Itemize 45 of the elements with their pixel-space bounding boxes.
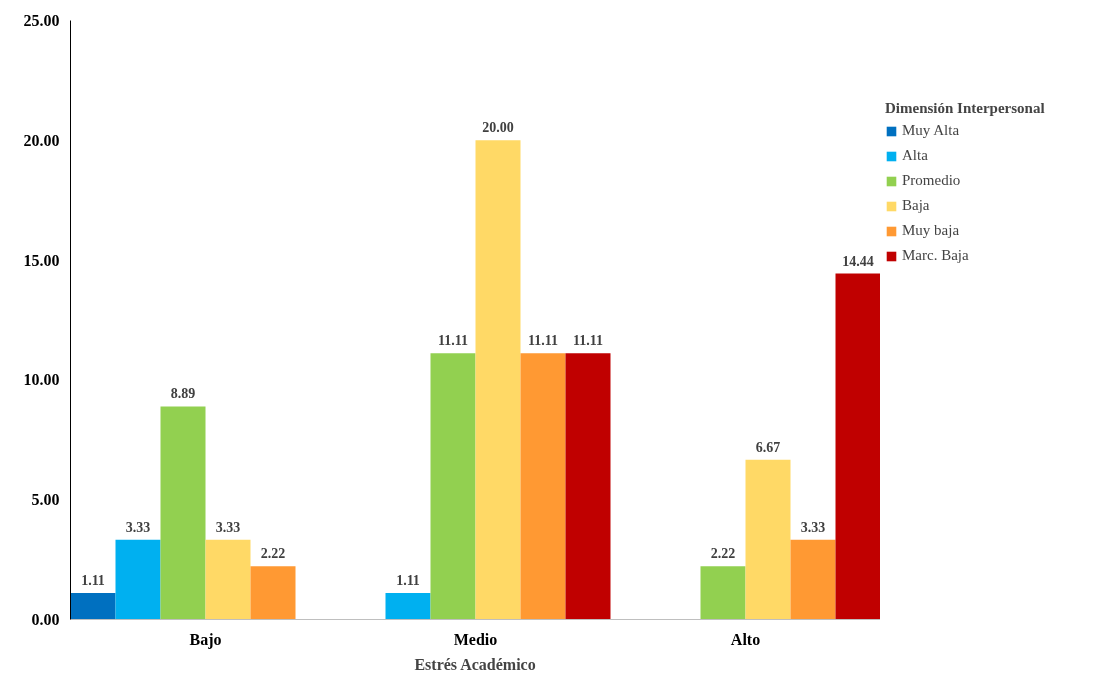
data-label: 3.33 <box>800 519 826 535</box>
data-label: 3.33 <box>215 519 241 535</box>
legend-label: Muy baja <box>902 222 960 239</box>
data-label: 11.11 <box>573 333 603 349</box>
data-label: 14.44 <box>842 253 874 269</box>
y-tick-label: 5.00 <box>31 491 60 509</box>
legend-label: Promedio <box>902 172 961 189</box>
legend-title: Dimensión Interpersonal <box>885 100 1045 117</box>
y-tick-label: 15.00 <box>23 251 60 269</box>
data-label: 1.11 <box>81 572 105 588</box>
bar <box>745 459 791 620</box>
y-tick-label: 20.00 <box>23 131 60 149</box>
y-tick-label: 0.00 <box>31 611 60 628</box>
bar <box>790 539 836 620</box>
bar <box>430 353 476 620</box>
bar <box>250 566 296 620</box>
bar <box>385 592 431 620</box>
x-tick-label: Medio <box>453 630 498 648</box>
bar <box>205 539 251 620</box>
legend-label: Baja <box>902 197 930 214</box>
y-tick-label: 10.00 <box>23 371 60 389</box>
data-label: 8.89 <box>170 386 196 402</box>
x-tick-label: Alto <box>730 630 761 648</box>
legend-label: Muy Alta <box>902 122 960 139</box>
bar <box>835 273 880 620</box>
data-label: 11.11 <box>438 333 468 349</box>
bar <box>475 140 521 620</box>
legend-label: Alta <box>902 147 928 164</box>
data-label: 2.22 <box>260 546 286 562</box>
data-label: 20.00 <box>482 120 514 136</box>
data-label: 2.22 <box>710 546 736 562</box>
bar <box>700 566 746 620</box>
bar <box>115 539 161 620</box>
data-label: 3.33 <box>125 519 151 535</box>
data-label: 6.67 <box>755 439 781 455</box>
data-label: 11.11 <box>528 333 558 349</box>
bar <box>520 353 566 620</box>
bar <box>160 406 206 620</box>
x-tick-label: Bajo <box>189 630 222 649</box>
bar <box>565 353 611 620</box>
data-label: 1.11 <box>396 572 420 588</box>
x-axis-title: Estrés Académico <box>414 655 536 673</box>
y-tick-label: 25.00 <box>23 12 60 29</box>
legend-label: Marc. Baja <box>902 247 969 264</box>
bar <box>70 592 116 620</box>
